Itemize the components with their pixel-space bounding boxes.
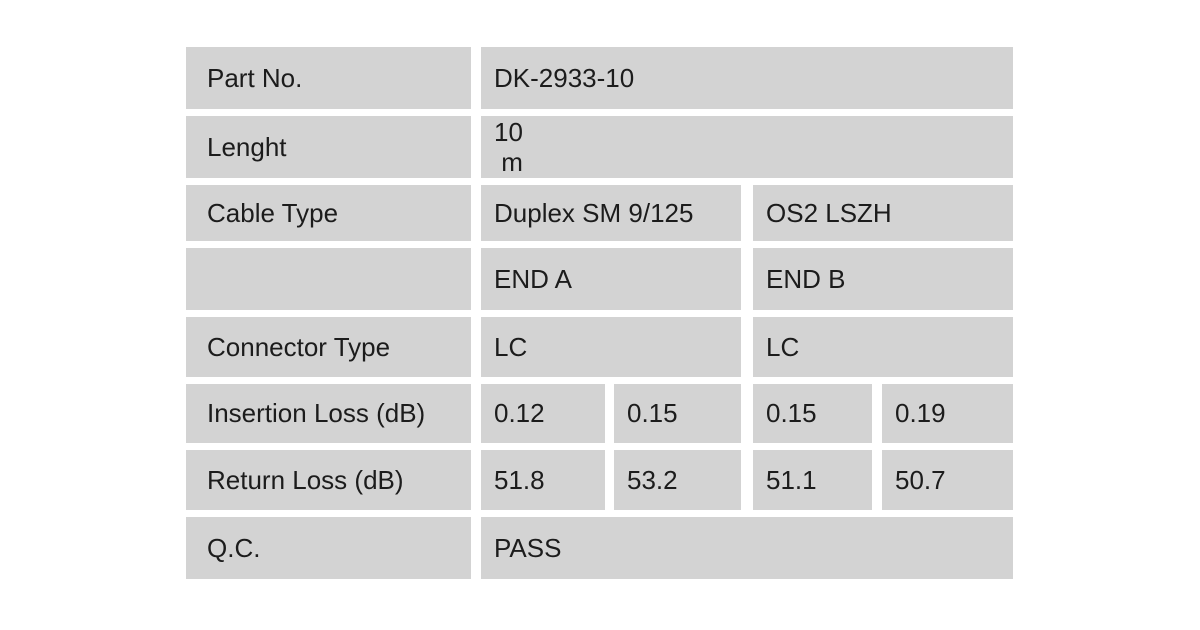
cable-type-label: Cable Type [186,185,471,241]
insertion-loss-value-4: 0.19 [882,384,1013,443]
end-b-header: END B [753,248,1013,310]
connector-end-a-value: LC [481,317,741,377]
cable-type-value-2: OS2 LSZH [753,185,1013,241]
cable-type-value-1: Duplex SM 9/125 [481,185,741,241]
length-label: Lenght [186,116,471,178]
return-loss-value-3: 51.1 [753,450,872,510]
connector-type-label: Connector Type [186,317,471,377]
qc-label: Q.C. [186,517,471,579]
insertion-loss-label: Insertion Loss (dB) [186,384,471,443]
empty-cell [186,248,471,310]
return-loss-value-2: 53.2 [614,450,741,510]
return-loss-label: Return Loss (dB) [186,450,471,510]
return-loss-value-4: 50.7 [882,450,1013,510]
part-no-value: DK-2933-10 [481,47,1013,109]
insertion-loss-value-2: 0.15 [614,384,741,443]
part-no-label: Part No. [186,47,471,109]
insertion-loss-value-3: 0.15 [753,384,872,443]
length-value: 10 m [481,116,1013,178]
return-loss-value-1: 51.8 [481,450,605,510]
end-a-header: END A [481,248,741,310]
insertion-loss-value-1: 0.12 [481,384,605,443]
qc-value: PASS [481,517,1013,579]
spec-table: Part No. DK-2933-10 Lenght 10 m Cable Ty… [186,47,1013,579]
connector-end-b-value: LC [753,317,1013,377]
